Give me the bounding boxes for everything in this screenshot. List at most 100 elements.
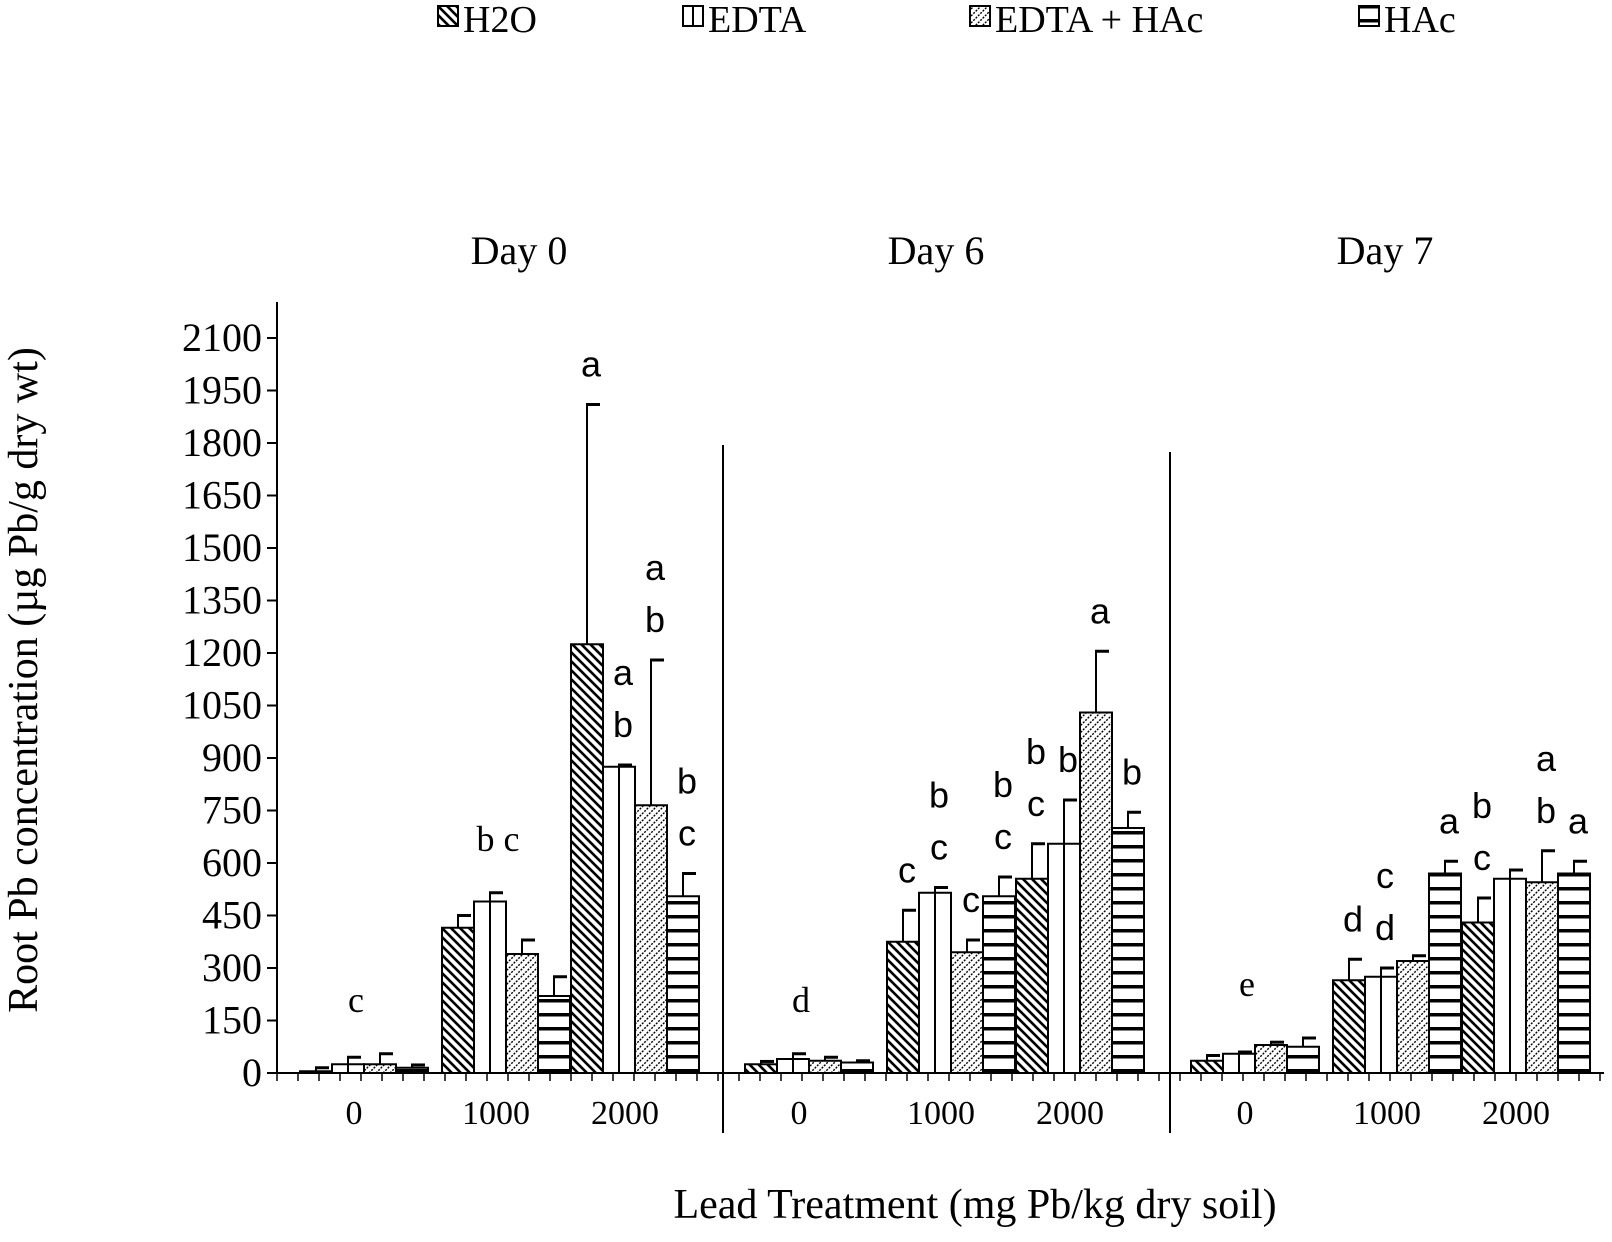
panel-titles: Day 0 Day 6 Day 7 [471,228,1434,273]
y-tick-label: 150 [202,998,262,1043]
x-axis-label: Lead Treatment (mg Pb/kg dry soil) [673,1182,1276,1228]
significance-letter: c [348,980,364,1020]
y-tick-label: 0 [242,1050,262,1095]
panel-title-day-7: Day 7 [1337,228,1434,273]
bar-h2o [886,940,920,1074]
legend-label-edta-hac: EDTA + HAc [995,0,1203,41]
legend-item-h2o: H2O [437,0,537,41]
bar-edta-hac [634,804,668,1074]
legend: H2O EDTA EDTA + HAc HAc [437,0,1456,41]
significance-letter: b [1472,785,1492,826]
group-day-7-1000: dcd a 1000 [1332,800,1462,1132]
x-tick-label: 2000 [1036,1095,1104,1132]
significance-letter: a [1439,800,1460,841]
y-tick-label: 1200 [182,630,262,675]
significance-letter: b [1058,739,1078,780]
significance-letter: a [1568,800,1589,841]
y-axis: 0 150 300 450 600 750 900 1050 1200 1350 1500 1650 1… [182,302,278,1095]
significance-letter: c [1376,855,1394,896]
significance-letter: c [1027,783,1045,824]
legend-label-hac: HAc [1384,0,1456,41]
bar-h2o [1461,921,1495,1074]
legend-item-hac: HAc [1358,0,1456,41]
y-tick-label: 2100 [182,315,262,360]
significance-letter: c [1473,837,1491,878]
significance-letter: b c [477,819,520,859]
bar-edta-hac [505,953,539,1074]
significance-letter: b [1536,790,1556,831]
y-axis-label: Root Pb concentration (µg Pb/g dry wt) [1,347,47,1013]
x-tick-label: 1000 [907,1095,975,1132]
significance-letter: a [1090,590,1111,631]
bar-h2o [570,643,604,1074]
legend-swatch-hac [1358,5,1380,27]
y-tick-label: 1050 [182,683,262,728]
y-tick-label: 750 [202,788,262,833]
bar-hac [1286,1045,1320,1074]
x-axis [276,445,1604,1133]
bar-edta-hac [1525,881,1559,1074]
significance-letter: e [1239,964,1255,1004]
x-tick-label: 0 [791,1095,808,1132]
y-tick-label: 1500 [182,525,262,570]
group-day-0-1000: b c 1000 [441,819,571,1132]
significance-letter: b [613,704,633,745]
y-tick-label: 1800 [182,420,262,465]
bars-layer: c0b c1000aababbc2000d0cbccbc1000bcbab200… [299,344,1591,1132]
x-tick-label: 0 [346,1095,363,1132]
significance-letter: d [792,980,810,1020]
significance-letter: c [994,816,1012,857]
bar-hac [982,895,1016,1074]
significance-letter: a [1536,738,1557,779]
legend-swatch-h2o [437,5,459,27]
bar-edta-hac [1079,711,1113,1074]
significance-letter: c [962,879,980,920]
significance-letter: d [1375,907,1395,948]
bar-hac [1428,872,1462,1074]
y-tick-label: 600 [202,840,262,885]
x-tick-label: 2000 [1482,1095,1550,1132]
legend-label-h2o: H2O [463,0,537,41]
significance-letter: b [993,764,1013,805]
x-tick-label: 0 [1237,1095,1254,1132]
bar-edta-hac [950,951,984,1074]
legend-item-edta-hac: EDTA + HAc [969,0,1203,41]
legend-label-edta: EDTA [708,0,807,41]
y-tick-label: 1950 [182,368,262,413]
bar-h2o [1332,979,1366,1074]
significance-letter: b [929,775,949,816]
x-tick-label: 1000 [462,1095,530,1132]
bar-h2o [1190,1059,1224,1074]
bar-hac [1111,827,1145,1074]
panel-title-day-0: Day 0 [471,228,568,273]
bar-edta-hac [363,1063,397,1074]
significance-letter: c [898,849,916,890]
x-tick-label: 1000 [1353,1095,1421,1132]
bar-hac [1557,872,1591,1074]
bar-h2o [744,1063,778,1074]
y-tick-label: 1650 [182,473,262,518]
bar-hac [666,895,700,1074]
significance-letter: c [678,813,696,854]
legend-swatch-edta-hac [969,5,991,27]
significance-letter: a [581,344,602,385]
bar-edta-hac [1396,960,1430,1074]
significance-letter: b [1122,751,1142,792]
y-tick-label: 450 [202,893,262,938]
bar-edta-hac [1254,1044,1288,1074]
group-day-0-0: c0 [299,980,429,1132]
x-tick-label: 2000 [591,1095,659,1132]
y-tick-label: 900 [202,735,262,780]
y-tick-label: 1350 [182,578,262,623]
significance-letter: a [613,652,634,693]
y-tick-label: 300 [202,945,262,990]
significance-letter: b [1026,731,1046,772]
